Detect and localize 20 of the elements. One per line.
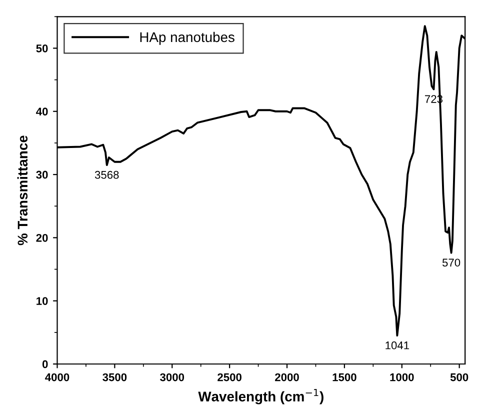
y-tick-label: 30 — [36, 170, 48, 179]
y-tick-label: 0 — [42, 360, 48, 368]
annotation: 1041 — [386, 341, 409, 350]
x-tick-label: 4000 — [45, 373, 70, 382]
y-tick-label: 50 — [36, 44, 48, 52]
annotation: 3568 — [94, 170, 119, 179]
x-tick-label: 2500 — [218, 373, 242, 382]
y-axis-title: % Transmittance — [17, 136, 28, 246]
x-tick-label: 500 — [450, 373, 468, 382]
annotation: 570 — [442, 258, 460, 267]
x-tick-label: 1500 — [332, 373, 356, 382]
x-tick-label: 3500 — [102, 373, 127, 382]
y-tick-label: 40 — [36, 108, 48, 116]
x-tick-label: 3000 — [160, 373, 184, 382]
y-tick-label: 20 — [36, 234, 48, 242]
x-axis-title: Wavelength (cm$^{−1}$) — [198, 388, 324, 404]
x-tick-label: 1000 — [390, 373, 414, 382]
legend-label: HAp nanotubes — [140, 32, 234, 45]
x-tick-label: 2000 — [275, 373, 299, 382]
y-tick-label: 10 — [36, 297, 48, 305]
